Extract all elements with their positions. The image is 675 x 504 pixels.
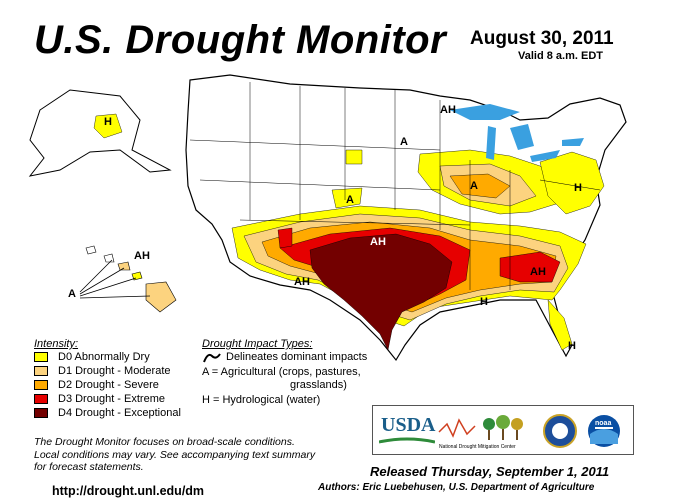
noaa-label: noaa — [595, 420, 612, 427]
legend-swatch-d0 — [34, 352, 48, 362]
label-a-il: A — [470, 180, 478, 192]
noaa-logo-icon — [588, 415, 620, 447]
label-h-ny: H — [574, 182, 582, 194]
impact-line-symbol — [203, 353, 221, 363]
hawaii-pointer-lines — [79, 259, 151, 299]
ndmc-label: National Drought Mitigation Center — [439, 444, 516, 450]
d3-arizona — [277, 227, 293, 249]
legend-item-d4: D4 Drought - Exceptional — [34, 407, 181, 419]
impact-delineates: Delineates dominant impacts — [226, 351, 368, 363]
legend-swatch-d1 — [34, 366, 48, 376]
note-line-2: Local conditions may vary. See accompany… — [34, 448, 316, 461]
doc-seal-icon — [543, 414, 577, 448]
label-a-sd: A — [400, 136, 408, 148]
legend-label-d4: D4 Drought - Exceptional — [58, 407, 181, 419]
impact-hydrological: H = Hydrological (water) — [202, 394, 321, 406]
label-h-fl: H — [568, 340, 576, 352]
website-url[interactable]: http://drought.unl.edu/dm — [52, 484, 205, 498]
agency-logos: USDA National Drought Mitigation Center … — [372, 405, 634, 455]
d0-plains — [331, 187, 363, 209]
d2-midwest — [449, 173, 511, 199]
lake-superior — [450, 104, 520, 120]
usda-logo: USDA — [381, 414, 436, 436]
legend-swatch-d4 — [34, 408, 48, 418]
label-h-al: H — [480, 296, 488, 308]
d0-northeast — [539, 151, 605, 215]
legend-swatch-d3 — [34, 394, 48, 404]
label-ah-mn: AH — [440, 104, 456, 116]
label-a-ne: A — [346, 194, 354, 206]
disclaimer-note: The Drought Monitor focuses on broad-sca… — [34, 436, 359, 474]
d0-florida — [547, 299, 573, 351]
lake-huron — [510, 124, 534, 150]
alaska-d0 — [93, 113, 123, 139]
label-h-alaska: H — [104, 116, 112, 128]
note-line-3: for forecast statements. — [34, 461, 144, 473]
label-a-hawaii: A — [68, 288, 76, 300]
label-ah-georgia: AH — [530, 266, 546, 278]
legend-swatch-d2 — [34, 380, 48, 390]
lake-ontario — [562, 138, 584, 146]
legend-item-d0: D0 Abnormally Dry — [34, 351, 150, 363]
d3-georgia — [499, 251, 561, 283]
legend-label-d1: D1 Drought - Moderate — [58, 365, 171, 377]
impact-legend-title: Drought Impact Types: — [202, 338, 313, 350]
label-ah-nm: AH — [294, 276, 310, 288]
intensity-legend-title: Intensity: — [34, 338, 79, 350]
label-ah-hawaii: AH — [134, 250, 150, 262]
legend-label-d3: D3 Drought - Extreme — [58, 393, 165, 405]
note-line-1: The Drought Monitor focuses on broad-sca… — [34, 436, 295, 448]
lake-erie — [530, 150, 560, 162]
legend-label-d2: D2 Drought - Severe — [58, 379, 159, 391]
legend-item-d2: D2 Drought - Severe — [34, 379, 159, 391]
release-date: Released Thursday, September 1, 2011 — [370, 464, 610, 479]
legend-label-d0: D0 Abnormally Dry — [58, 351, 150, 363]
label-ah-texas: AH — [370, 236, 386, 248]
authors: Authors: Eric Luebehusen, U.S. Departmen… — [318, 482, 595, 493]
d0-nd — [345, 149, 363, 165]
map-date: August 30, 2011 — [470, 28, 614, 49]
legend-item-d1: D1 Drought - Moderate — [34, 365, 171, 377]
impact-agricultural-cont: grasslands) — [290, 379, 347, 391]
lake-michigan — [486, 126, 496, 160]
hawaii — [85, 245, 177, 313]
legend-item-d3: D3 Drought - Extreme — [34, 393, 165, 405]
ndmc-logo-graphic — [438, 415, 523, 440]
usda-swoosh — [379, 437, 435, 444]
d4-texas — [309, 233, 453, 351]
state-borders — [189, 82, 601, 290]
map-title: U.S. Drought Monitor — [34, 18, 447, 62]
valid-time: Valid 8 a.m. EDT — [518, 50, 603, 62]
impact-agricultural: A = Agricultural (crops, pastures, — [202, 366, 361, 378]
